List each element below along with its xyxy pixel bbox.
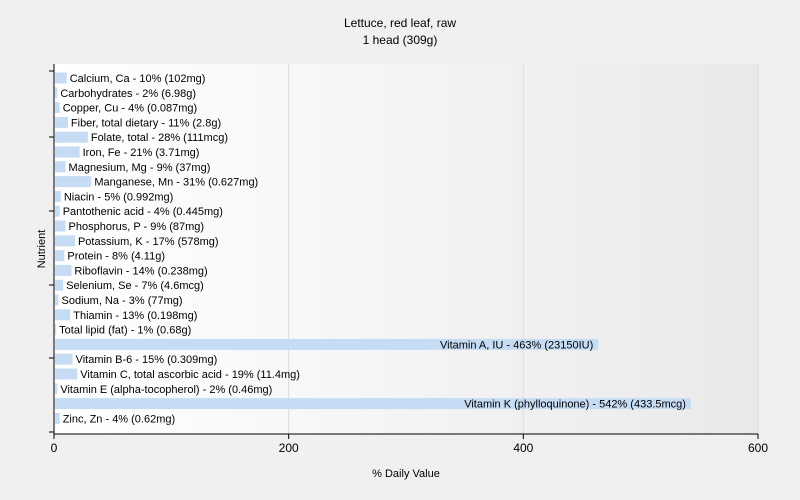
bar-label: Sodium, Na - 3% (77mg): [62, 295, 183, 307]
bar-label: Vitamin E (alpha-tocopherol) - 2% (0.46m…: [60, 384, 272, 396]
bar-label: Protein - 8% (4.11g): [67, 251, 165, 263]
bar: [55, 368, 78, 380]
bar-label: Phosphorus, P - 9% (87mg): [69, 221, 205, 233]
x-tick-label: 0: [51, 441, 58, 455]
bar: [55, 116, 68, 128]
chart-subtitle: 1 head (309g): [362, 33, 438, 47]
bar: [55, 146, 80, 158]
bar: [55, 412, 60, 424]
bar-label: Vitamin A, IU - 463% (23150IU): [440, 339, 593, 351]
bar-label: Thiamin - 13% (0.198mg): [73, 310, 197, 322]
bar-label: Riboflavin - 14% (0.238mg): [74, 265, 207, 277]
bar-label: Potassium, K - 17% (578mg): [78, 236, 219, 248]
bar-label: Manganese, Mn - 31% (0.627mg): [94, 177, 258, 189]
bar-label: Fiber, total dietary - 11% (2.8g): [71, 117, 221, 129]
bar: [55, 250, 65, 262]
y-axis-title: Nutrient: [36, 230, 48, 269]
bar: [55, 87, 58, 99]
bar-label: Vitamin B-6 - 15% (0.309mg): [76, 354, 218, 366]
bar-label: Folate, total - 28% (111mcg): [91, 132, 228, 144]
bar: [55, 279, 64, 291]
bar: [55, 131, 88, 143]
bar: [55, 190, 61, 202]
bar: [55, 102, 60, 114]
bar-label: Iron, Fe - 21% (3.71mg): [83, 147, 200, 159]
x-axis-title: % Daily Value: [372, 468, 440, 480]
x-tick-label: 200: [279, 441, 299, 455]
bar-label: Magnesium, Mg - 9% (37mg): [69, 162, 211, 174]
bar-label: Niacin - 5% (0.992mg): [64, 191, 173, 203]
bar: [55, 353, 73, 365]
bar: [55, 383, 58, 395]
bar-label: Carbohydrates - 2% (6.98g): [60, 88, 196, 100]
bar: [55, 220, 66, 232]
bar: [55, 176, 92, 188]
bar: [55, 161, 66, 173]
bar-label: Copper, Cu - 4% (0.087mg): [63, 103, 198, 115]
bar: [55, 324, 57, 336]
x-tick-label: 600: [748, 441, 768, 455]
bar-label: Calcium, Ca - 10% (102mg): [70, 73, 206, 85]
plot-background: [54, 64, 758, 434]
bar: [55, 205, 60, 217]
bar: [55, 398, 691, 410]
bar: [55, 72, 67, 84]
x-tick-label: 400: [513, 441, 533, 455]
bar: [55, 338, 599, 350]
bar: [55, 309, 71, 321]
bar-label: Pantothenic acid - 4% (0.445mg): [63, 206, 223, 218]
bar: [55, 235, 75, 247]
bar: [55, 294, 59, 306]
bar-label: Selenium, Se - 7% (4.6mcg): [66, 280, 204, 292]
bar-label: Vitamin K (phylloquinone) - 542% (433.5m…: [464, 399, 686, 411]
chart-title: Lettuce, red leaf, raw: [343, 16, 457, 30]
bar: [55, 264, 72, 276]
bar-label: Total lipid (fat) - 1% (0.68g): [59, 325, 191, 337]
bar-label: Vitamin C, total ascorbic acid - 19% (11…: [80, 369, 300, 381]
bar-label: Zinc, Zn - 4% (0.62mg): [63, 413, 175, 425]
